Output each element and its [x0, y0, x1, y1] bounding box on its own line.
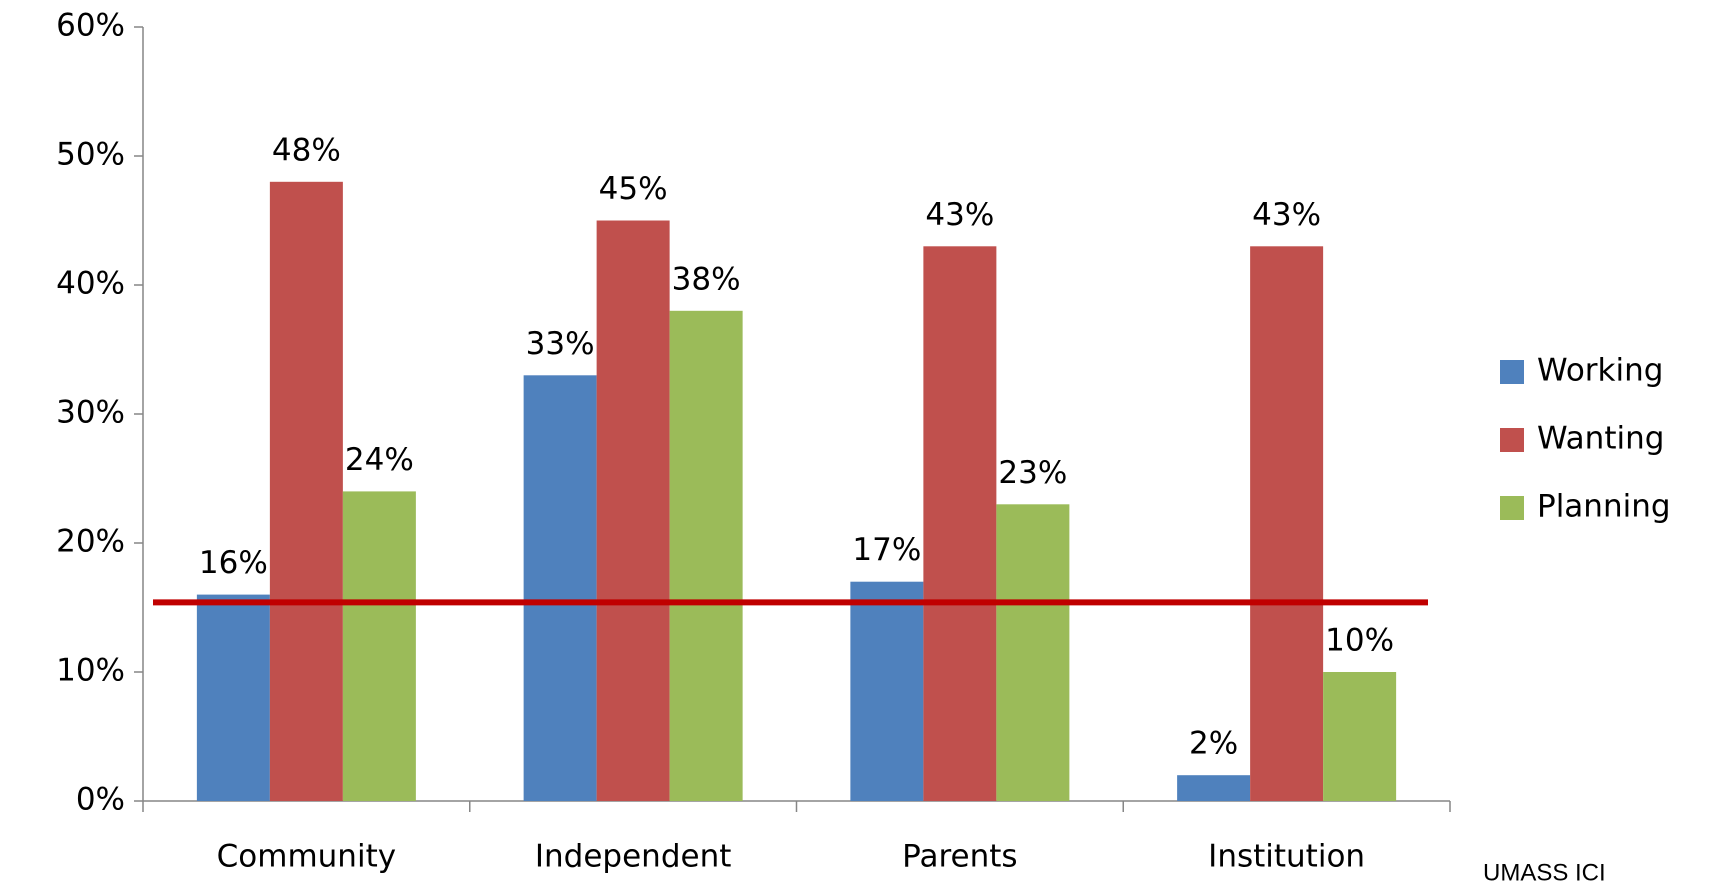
data-label: 17%	[852, 532, 921, 568]
bar	[850, 581, 924, 801]
data-label: 24%	[345, 442, 414, 478]
bar	[269, 181, 343, 802]
bar	[196, 594, 270, 801]
data-label: 43%	[925, 197, 994, 233]
x-tick-label: Independent	[535, 839, 732, 875]
legend-swatch	[1500, 360, 1524, 384]
data-label: 38%	[672, 261, 741, 297]
bar	[1250, 246, 1324, 802]
legend-swatch	[1500, 428, 1524, 452]
legend-label: Planning	[1537, 489, 1671, 525]
bar	[523, 375, 597, 801]
data-label: 10%	[1325, 623, 1394, 659]
bar	[923, 246, 997, 802]
legend-label: Wanting	[1537, 421, 1664, 457]
y-tick-label: 20%	[56, 524, 125, 560]
y-tick-label: 40%	[56, 266, 125, 302]
bar	[1177, 775, 1251, 801]
x-tick-label: Community	[217, 839, 396, 875]
y-tick-label: 0%	[76, 782, 125, 818]
y-tick-label: 50%	[56, 137, 125, 173]
y-tick-label: 30%	[56, 395, 125, 431]
data-label: 16%	[199, 545, 268, 581]
source-note: UMASS ICI	[1483, 859, 1606, 885]
data-label: 45%	[599, 171, 668, 207]
y-tick-label: 10%	[56, 653, 125, 689]
bar	[996, 504, 1070, 801]
data-label: 23%	[998, 455, 1067, 491]
data-label: 43%	[1252, 197, 1321, 233]
bar	[1323, 672, 1397, 801]
data-label: 33%	[526, 326, 595, 362]
x-tick-label: Institution	[1208, 839, 1365, 875]
legend-swatch	[1500, 496, 1524, 520]
y-tick-label: 60%	[56, 8, 125, 44]
data-label: 48%	[272, 132, 341, 168]
x-tick-label: Parents	[902, 839, 1017, 875]
bar	[669, 310, 743, 801]
legend-label: Working	[1537, 353, 1663, 389]
bar	[596, 220, 670, 801]
bar	[342, 491, 416, 801]
data-label: 2%	[1189, 726, 1238, 762]
